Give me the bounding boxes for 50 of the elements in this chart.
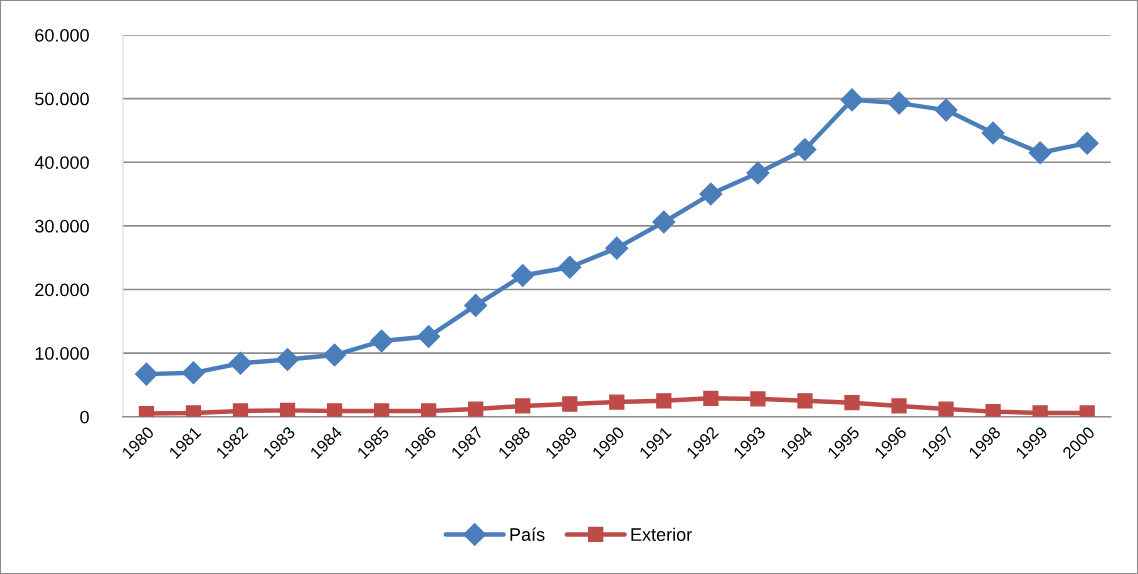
point bbox=[840, 88, 864, 112]
point bbox=[181, 361, 205, 385]
point bbox=[656, 393, 672, 409]
point bbox=[605, 236, 629, 260]
point bbox=[797, 393, 813, 409]
point bbox=[370, 329, 394, 353]
point bbox=[934, 98, 958, 122]
y-tick-label: 10.000 bbox=[35, 347, 89, 360]
point bbox=[699, 182, 723, 206]
point bbox=[1032, 405, 1048, 417]
point bbox=[185, 405, 202, 417]
point bbox=[844, 395, 860, 411]
point bbox=[279, 402, 296, 417]
y-tick-label: 40.000 bbox=[34, 156, 89, 169]
point bbox=[703, 390, 719, 406]
point bbox=[511, 263, 535, 287]
point bbox=[373, 403, 390, 417]
point bbox=[652, 210, 676, 234]
point bbox=[558, 255, 582, 279]
point bbox=[468, 401, 484, 417]
point bbox=[232, 403, 249, 417]
point bbox=[981, 121, 1005, 145]
point bbox=[887, 91, 911, 115]
point bbox=[562, 396, 578, 412]
legend-label: País bbox=[510, 527, 545, 541]
point bbox=[746, 161, 770, 185]
y-tick-label: 0 bbox=[80, 410, 89, 424]
point bbox=[276, 347, 300, 371]
point bbox=[750, 391, 766, 407]
point bbox=[421, 403, 437, 417]
point bbox=[1079, 405, 1095, 417]
point bbox=[417, 325, 441, 349]
y-tick-label: 30.000 bbox=[35, 219, 89, 233]
y-tick-label: 50.000 bbox=[35, 92, 89, 106]
point bbox=[326, 403, 343, 417]
point bbox=[985, 403, 1001, 417]
point bbox=[1075, 131, 1099, 155]
point bbox=[464, 293, 488, 317]
point bbox=[134, 362, 158, 386]
point bbox=[609, 394, 625, 410]
point bbox=[515, 398, 531, 414]
y-tick-label: 60.000 bbox=[35, 28, 89, 42]
point bbox=[323, 343, 347, 367]
y-tick-label: 20.000 bbox=[35, 283, 89, 297]
point bbox=[891, 398, 907, 414]
point bbox=[938, 401, 954, 417]
legend-label: Exterior bbox=[631, 527, 692, 541]
point bbox=[228, 351, 252, 375]
point bbox=[1028, 141, 1052, 165]
point bbox=[793, 138, 817, 162]
